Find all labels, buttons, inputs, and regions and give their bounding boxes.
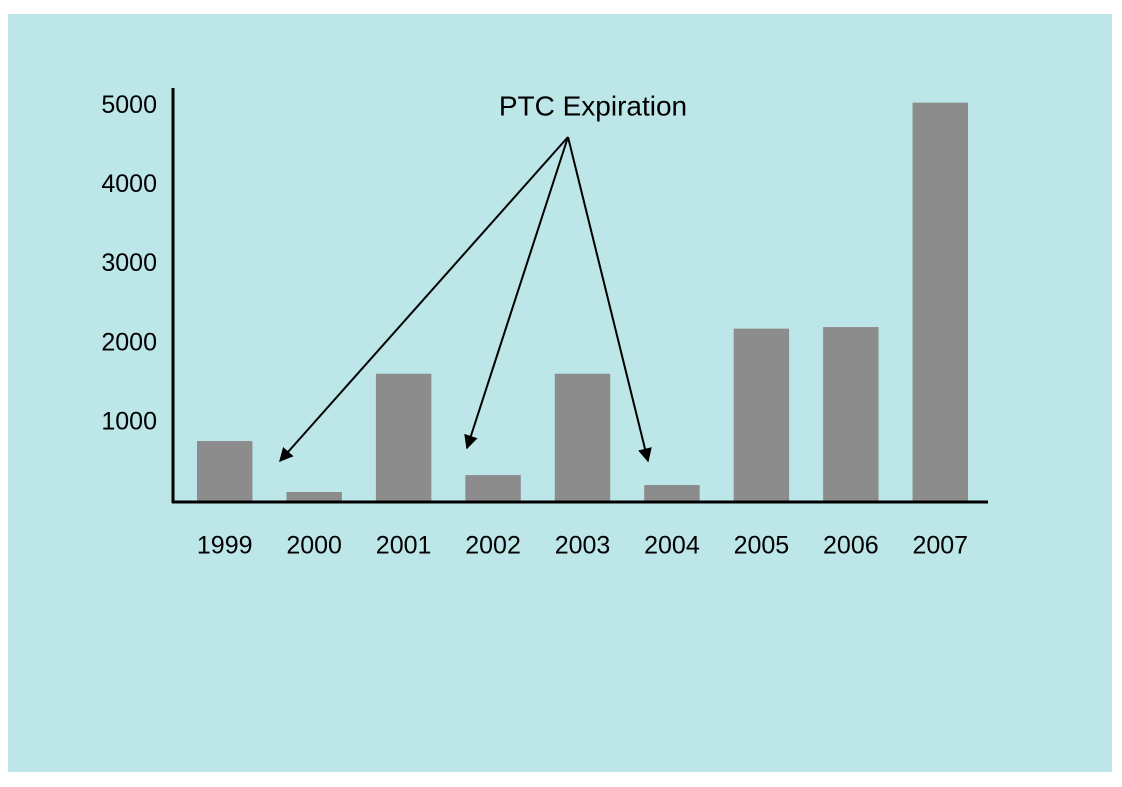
bar [196,441,253,502]
bar [286,492,342,502]
annotation: PTC Expiration [499,90,687,121]
bar [554,373,611,502]
x-tick-label: 2002 [465,532,521,560]
x-tick-label: 1999 [197,532,253,560]
arrow [567,136,652,463]
bar [644,484,700,502]
y-tick-label: 3000 [101,249,157,277]
x-tick-label: 2007 [912,532,968,560]
x-tick-label: 2004 [644,532,700,560]
y-tick-label: 4000 [101,170,157,198]
bar [733,328,790,502]
arrow [279,136,569,463]
x-tick-label: 2000 [286,532,342,560]
y-tick-label: 1000 [101,407,157,435]
x-tick-label: 2006 [823,532,879,560]
x-tick-label: 2003 [555,532,611,560]
bar [912,102,969,503]
y-tick-label: 5000 [101,91,157,119]
bar [465,475,521,502]
x-tick-label: 2005 [734,532,790,560]
arrow [464,136,569,450]
annotation-arrows [279,136,652,463]
x-tick-label: 2001 [376,532,432,560]
bar [375,373,432,502]
y-tick-label: 2000 [101,328,157,356]
bar [823,327,879,502]
